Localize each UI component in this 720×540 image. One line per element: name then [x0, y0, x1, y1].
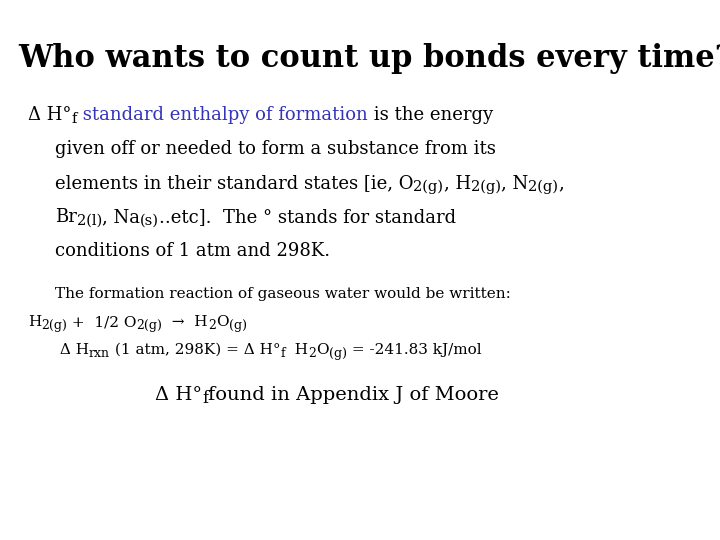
Text: f: f: [202, 390, 208, 407]
Text: (s): (s): [140, 214, 159, 228]
Text: 2(g): 2(g): [41, 319, 67, 332]
Text: O: O: [216, 315, 228, 329]
Text: , N: , N: [500, 174, 528, 192]
Text: is the energy: is the energy: [368, 106, 492, 124]
Text: 2(l): 2(l): [77, 214, 102, 228]
Text: given off or needed to form a substance from its: given off or needed to form a substance …: [55, 140, 496, 158]
Text: 2(g): 2(g): [528, 180, 558, 194]
Text: Br: Br: [55, 208, 77, 226]
Text: , Na: , Na: [102, 208, 140, 226]
Text: →  H: → H: [163, 315, 208, 329]
Text: Δ H: Δ H: [55, 343, 89, 357]
Text: 2(g): 2(g): [137, 319, 163, 332]
Text: (g): (g): [329, 347, 347, 360]
Text: (1 atm, 298K) = Δ H°: (1 atm, 298K) = Δ H°: [110, 343, 281, 357]
Text: 2: 2: [208, 319, 216, 332]
Text: H: H: [28, 315, 41, 329]
Text: elements in their standard states [ie, O: elements in their standard states [ie, O: [55, 174, 413, 192]
Text: f: f: [281, 347, 285, 360]
Text: 2(g): 2(g): [471, 180, 500, 194]
Text: H: H: [285, 343, 308, 357]
Text: ,: ,: [558, 174, 564, 192]
Text: Δ H°: Δ H°: [155, 386, 202, 404]
Text: found in Appendix J of Moore: found in Appendix J of Moore: [208, 386, 499, 404]
Text: , H: , H: [444, 174, 471, 192]
Text: Δ H°: Δ H°: [28, 106, 71, 124]
Text: Who wants to count up bonds every time?: Who wants to count up bonds every time?: [18, 43, 720, 74]
Text: rxn: rxn: [89, 347, 110, 360]
Text: conditions of 1 atm and 298K.: conditions of 1 atm and 298K.: [55, 242, 330, 260]
Text: f: f: [71, 112, 77, 126]
Text: O: O: [316, 343, 329, 357]
Text: = -241.83 kJ/mol: = -241.83 kJ/mol: [347, 343, 482, 357]
Text: (g): (g): [228, 319, 246, 332]
Text: 2: 2: [308, 347, 316, 360]
Text: The formation reaction of gaseous water would be written:: The formation reaction of gaseous water …: [55, 287, 511, 301]
Text: 2(g): 2(g): [413, 180, 444, 194]
Text: standard enthalpy of formation: standard enthalpy of formation: [77, 106, 368, 124]
Text: ..etc].  The ° stands for standard: ..etc]. The ° stands for standard: [159, 208, 456, 226]
Text: +  1/2 O: + 1/2 O: [67, 315, 137, 329]
